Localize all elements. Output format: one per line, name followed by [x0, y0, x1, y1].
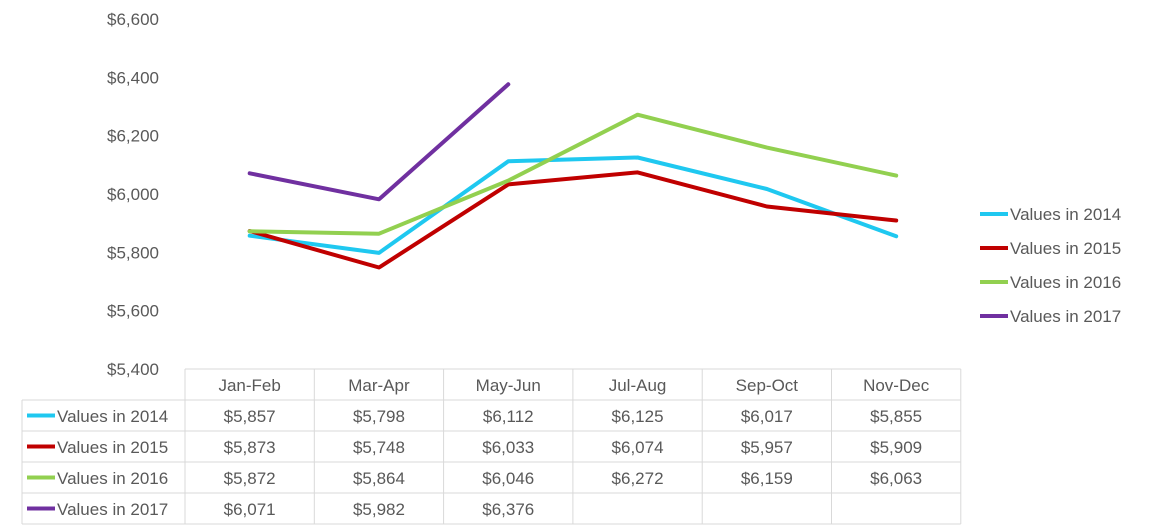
- table-cell: $6,272: [612, 469, 664, 488]
- table-cell: $5,857: [224, 407, 276, 426]
- x-category-label: Mar-Apr: [348, 376, 410, 395]
- table-row: Values in 2016 $5,872 $5,864 $6,046 $6,272 $6…: [27, 469, 922, 488]
- x-category-label: May-Jun: [476, 376, 541, 395]
- table-row-label: Values in 2016: [57, 469, 168, 488]
- table-cell: $6,376: [482, 500, 534, 519]
- table-row: Values in 2014 $5,857 $5,798 $6,112 $6,125 $6…: [27, 407, 922, 426]
- y-tick-label: $6,600: [107, 10, 159, 29]
- table-cell: $6,159: [741, 469, 793, 488]
- table-cell: $6,046: [482, 469, 534, 488]
- table-cell: $6,017: [741, 407, 793, 426]
- table-cell: $6,033: [482, 438, 534, 457]
- table-row: Values in 2017 $6,071 $5,982 $6,376: [27, 500, 534, 519]
- table-cell: $6,125: [612, 407, 664, 426]
- table-cell: $6,071: [224, 500, 276, 519]
- table-cell: $5,873: [224, 438, 276, 457]
- series-line-4: [247, 82, 511, 202]
- x-category-label: Sep-Oct: [736, 376, 799, 395]
- series-line-3: [247, 112, 899, 236]
- legend-item: Values in 2016: [980, 273, 1121, 292]
- data-table: Jan-Feb Mar-Apr May-Jun Jul-Aug Sep-Oct Nov-D…: [21, 368, 962, 525]
- table-cell: $5,748: [353, 438, 405, 457]
- table-row: Values in 2015 $5,873 $5,748 $6,033 $6,074 $5…: [27, 438, 922, 457]
- x-category-label: Jul-Aug: [609, 376, 667, 395]
- table-cell: $5,855: [870, 407, 922, 426]
- y-tick-label: $5,600: [107, 302, 159, 321]
- y-tick-label: $5,400: [107, 360, 159, 379]
- legend-label: Values in 2015: [1010, 239, 1121, 258]
- table-row-label: Values in 2015: [57, 438, 168, 457]
- table-cell: $5,909: [870, 438, 922, 457]
- x-category-label: Jan-Feb: [218, 376, 280, 395]
- y-tick-label: $5,800: [107, 243, 159, 262]
- y-tick-label: $6,000: [107, 185, 159, 204]
- y-axis: $5,400 $5,600 $5,800 $6,000 $6,200 $6,400 $6,6…: [107, 10, 159, 379]
- legend-label: Values in 2016: [1010, 273, 1121, 292]
- table-row-label: Values in 2014: [57, 407, 168, 426]
- y-tick-label: $6,200: [107, 127, 159, 146]
- legend: Values in 2014 Values in 2015 Values in 20…: [980, 205, 1121, 326]
- table-cell: $6,074: [612, 438, 664, 457]
- plot-area: [247, 82, 899, 270]
- x-category-label: Nov-Dec: [863, 376, 930, 395]
- table-cell: $5,798: [353, 407, 405, 426]
- series-line-2: [247, 170, 899, 270]
- legend-label: Values in 2017: [1010, 307, 1121, 326]
- table-cell: $5,982: [353, 500, 405, 519]
- table-row-label: Values in 2017: [57, 500, 168, 519]
- table-cell: $5,864: [353, 469, 405, 488]
- legend-label: Values in 2014: [1010, 205, 1121, 224]
- table-cell: $6,112: [483, 407, 534, 426]
- table-cell: $5,872: [224, 469, 276, 488]
- legend-item: Values in 2015: [980, 239, 1121, 258]
- legend-item: Values in 2014: [980, 205, 1121, 224]
- legend-item: Values in 2017: [980, 307, 1121, 326]
- y-tick-label: $6,400: [107, 68, 159, 87]
- table-cell: $5,957: [741, 438, 793, 457]
- table-cell: $6,063: [870, 469, 922, 488]
- series-line-1: [247, 155, 899, 255]
